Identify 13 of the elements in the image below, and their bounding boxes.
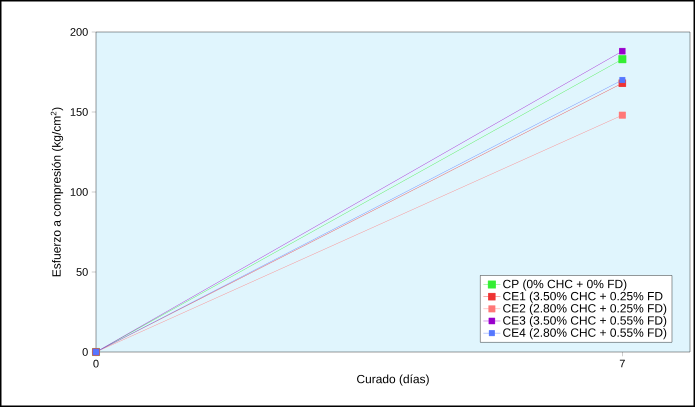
legend-label: CE3 (3.50% CHC + 0.55% FD) xyxy=(503,316,666,328)
legend-label: CE4 (2.80% CHC + 0.55% FD) xyxy=(503,328,666,340)
legend-label: CE2 (2.80% CHC + 0.25% FD) xyxy=(503,304,666,315)
y-tick-label: 100 xyxy=(70,188,88,196)
y-tick-label: 0 xyxy=(82,348,88,356)
y-axis-title: Esfuerzo a compresión (kg/cm$^{2}$) xyxy=(50,108,64,276)
legend-label: CE1 (3.50% CHC + 0.25% FD xyxy=(503,292,662,303)
x-tick-label: 7 xyxy=(620,360,625,368)
y-tick-label: 200 xyxy=(70,28,88,36)
x-axis-title: Curado (días) xyxy=(357,374,429,386)
y-tick-label: 50 xyxy=(76,268,88,276)
legend-label: CP (0% CHC + 0% FD) xyxy=(503,279,626,291)
y-tick-label: 150 xyxy=(70,108,88,116)
